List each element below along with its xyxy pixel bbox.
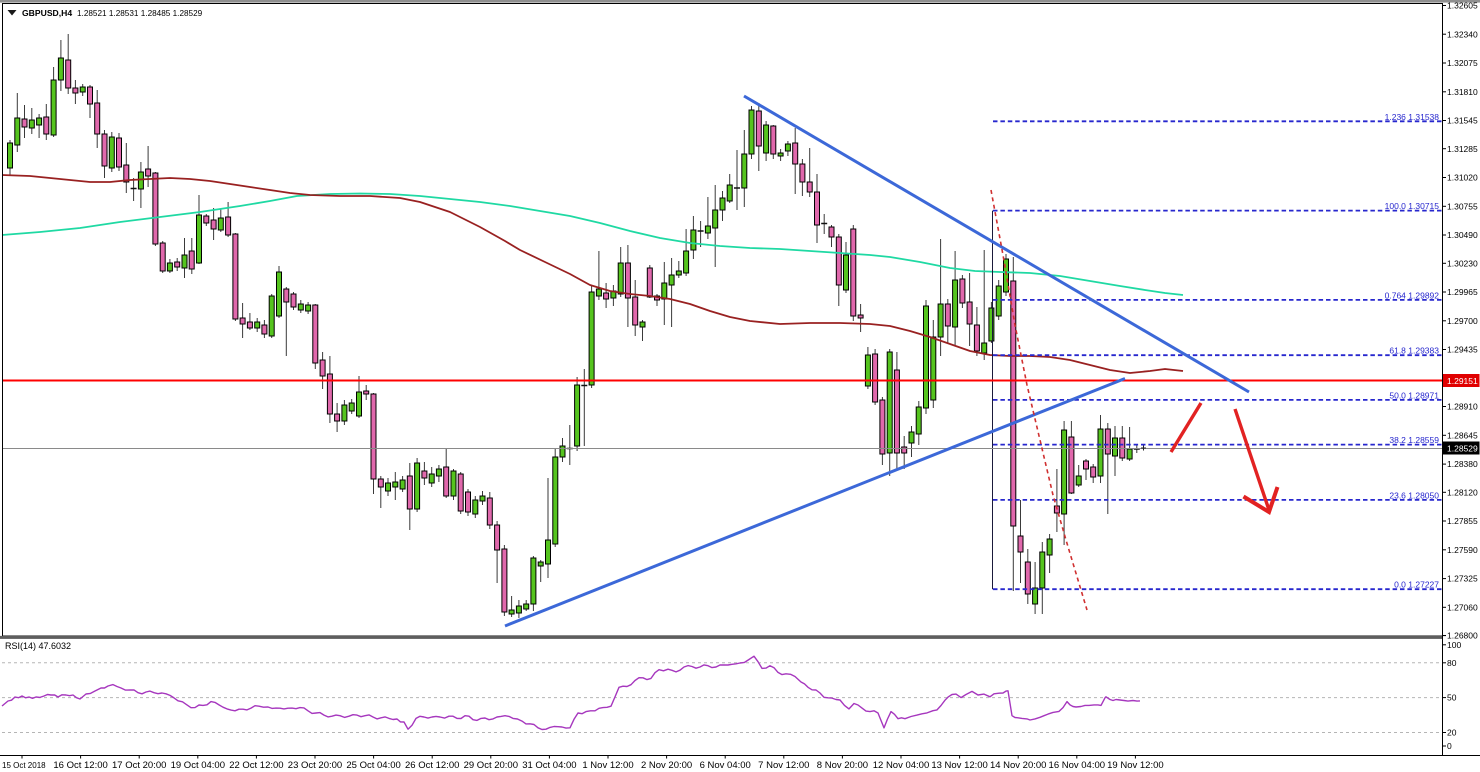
svg-text:2 Nov 20:00: 2 Nov 20:00 (641, 760, 692, 771)
svg-text:1.32605: 1.32605 (1447, 1, 1478, 11)
svg-text:1.29965: 1.29965 (1447, 287, 1478, 297)
svg-text:1.27060: 1.27060 (1447, 602, 1478, 612)
svg-text:38.2 1.28559: 38.2 1.28559 (1389, 435, 1439, 445)
svg-text:23 Oct 20:00: 23 Oct 20:00 (288, 760, 342, 771)
svg-text:1.28380: 1.28380 (1447, 459, 1478, 469)
svg-text:1.29700: 1.29700 (1447, 316, 1478, 326)
svg-text:26 Oct 12:00: 26 Oct 12:00 (405, 760, 459, 771)
svg-text:14 Nov 20:00: 14 Nov 20:00 (990, 760, 1047, 771)
svg-text:25 Oct 04:00: 25 Oct 04:00 (346, 760, 400, 771)
svg-text:50.0 1.28971: 50.0 1.28971 (1389, 390, 1439, 400)
svg-text:100.0 1.30715: 100.0 1.30715 (1385, 201, 1440, 211)
svg-text:29 Oct 20:00: 29 Oct 20:00 (464, 760, 518, 771)
svg-text:1.31020: 1.31020 (1447, 173, 1478, 183)
svg-text:16 Nov 04:00: 16 Nov 04:00 (1049, 760, 1106, 771)
svg-text:1.30755: 1.30755 (1447, 201, 1478, 211)
svg-text:1.32340: 1.32340 (1447, 29, 1478, 39)
svg-text:1.29151: 1.29151 (1447, 376, 1478, 386)
svg-text:1.31810: 1.31810 (1447, 87, 1478, 97)
svg-text:12 Nov 04:00: 12 Nov 04:00 (873, 760, 930, 771)
svg-text:31 Oct 04:00: 31 Oct 04:00 (522, 760, 576, 771)
svg-text:0.764 1.29892: 0.764 1.29892 (1385, 290, 1440, 300)
svg-text:1.32075: 1.32075 (1447, 58, 1478, 68)
svg-text:1.30490: 1.30490 (1447, 230, 1478, 240)
svg-text:50: 50 (1447, 693, 1457, 703)
svg-text:1.28521 1.28531 1.28485 1.2852: 1.28521 1.28531 1.28485 1.28529 (77, 9, 203, 18)
svg-text:19 Oct 04:00: 19 Oct 04:00 (171, 760, 225, 771)
svg-text:1.27590: 1.27590 (1447, 545, 1478, 555)
svg-text:1 Nov 12:00: 1 Nov 12:00 (582, 760, 633, 771)
svg-text:20: 20 (1447, 728, 1457, 738)
svg-text:23.6 1.28050: 23.6 1.28050 (1389, 490, 1439, 500)
svg-text:17 Oct 20:00: 17 Oct 20:00 (112, 760, 166, 771)
svg-text:13 Nov 12:00: 13 Nov 12:00 (931, 760, 988, 771)
svg-text:22 Oct 12:00: 22 Oct 12:00 (229, 760, 283, 771)
svg-text:6 Nov 04:00: 6 Nov 04:00 (700, 760, 751, 771)
svg-text:1.31545: 1.31545 (1447, 116, 1478, 126)
svg-text:61.8 1.29383: 61.8 1.29383 (1389, 346, 1439, 356)
svg-text:0: 0 (1447, 741, 1452, 751)
svg-text:0.0 1.27227: 0.0 1.27227 (1394, 580, 1439, 590)
svg-text:GBPUSD,H4: GBPUSD,H4 (22, 8, 72, 18)
svg-text:1.28529: 1.28529 (1447, 443, 1478, 453)
svg-text:1.28120: 1.28120 (1447, 487, 1478, 497)
svg-text:19 Nov 12:00: 19 Nov 12:00 (1107, 760, 1164, 771)
svg-text:1.26800: 1.26800 (1447, 631, 1478, 641)
svg-text:8 Nov 20:00: 8 Nov 20:00 (817, 760, 868, 771)
svg-text:1.29435: 1.29435 (1447, 345, 1478, 355)
svg-text:1.27325: 1.27325 (1447, 574, 1478, 584)
svg-text:16 Oct 12:00: 16 Oct 12:00 (53, 760, 107, 771)
svg-text:1.31285: 1.31285 (1447, 144, 1478, 154)
svg-text:1.28645: 1.28645 (1447, 430, 1478, 440)
svg-text:1.28910: 1.28910 (1447, 402, 1478, 412)
svg-text:RSI(14) 47.6032: RSI(14) 47.6032 (5, 641, 71, 651)
svg-text:7 Nov 12:00: 7 Nov 12:00 (758, 760, 809, 771)
svg-text:100: 100 (1447, 640, 1461, 650)
svg-text:15 Oct 2018: 15 Oct 2018 (2, 761, 46, 770)
svg-text:1.27855: 1.27855 (1447, 516, 1478, 526)
svg-text:80: 80 (1447, 658, 1457, 668)
svg-text:1.236 1.31538: 1.236 1.31538 (1385, 112, 1440, 122)
svg-text:1.30230: 1.30230 (1447, 258, 1478, 268)
